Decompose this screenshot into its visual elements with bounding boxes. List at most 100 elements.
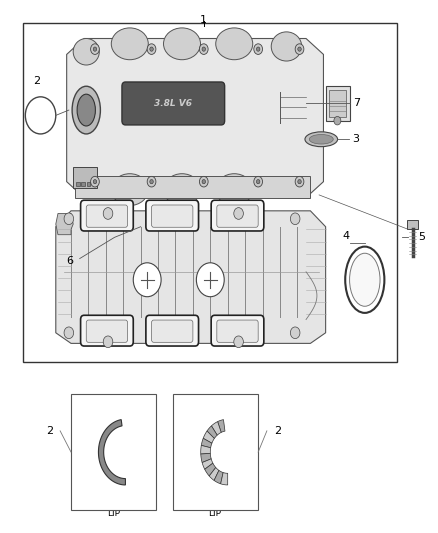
Circle shape xyxy=(334,116,341,125)
Circle shape xyxy=(256,47,260,51)
Bar xyxy=(71,394,156,511)
Polygon shape xyxy=(202,459,213,469)
Circle shape xyxy=(199,176,208,187)
Text: 2: 2 xyxy=(33,76,40,86)
Polygon shape xyxy=(99,419,125,485)
FancyBboxPatch shape xyxy=(122,82,225,125)
Circle shape xyxy=(103,336,113,348)
Polygon shape xyxy=(214,471,223,484)
Circle shape xyxy=(93,47,97,51)
Text: LIP: LIP xyxy=(208,510,221,518)
Text: 7: 7 xyxy=(353,98,360,108)
Circle shape xyxy=(295,176,304,187)
FancyBboxPatch shape xyxy=(86,205,127,227)
Circle shape xyxy=(290,213,300,224)
Circle shape xyxy=(202,47,205,51)
Circle shape xyxy=(298,180,301,184)
Ellipse shape xyxy=(73,38,99,65)
Text: 2: 2 xyxy=(274,426,281,436)
FancyBboxPatch shape xyxy=(211,200,264,231)
FancyBboxPatch shape xyxy=(217,205,258,227)
Polygon shape xyxy=(56,211,325,343)
FancyBboxPatch shape xyxy=(81,200,133,231)
Ellipse shape xyxy=(344,245,385,314)
Polygon shape xyxy=(201,446,211,454)
Circle shape xyxy=(150,47,153,51)
Circle shape xyxy=(64,213,74,224)
Bar xyxy=(328,91,346,117)
Bar xyxy=(87,182,90,187)
Ellipse shape xyxy=(111,28,148,60)
Ellipse shape xyxy=(345,247,385,313)
Bar xyxy=(76,182,80,187)
FancyBboxPatch shape xyxy=(146,316,198,346)
Polygon shape xyxy=(207,426,217,439)
Text: 3: 3 xyxy=(352,134,359,144)
Circle shape xyxy=(254,176,262,187)
Circle shape xyxy=(234,208,244,219)
Ellipse shape xyxy=(111,174,148,206)
Circle shape xyxy=(150,180,153,184)
FancyBboxPatch shape xyxy=(152,205,193,227)
Ellipse shape xyxy=(305,132,338,147)
Circle shape xyxy=(103,208,113,219)
Ellipse shape xyxy=(350,253,380,306)
Text: 1: 1 xyxy=(200,14,207,25)
Ellipse shape xyxy=(163,28,201,60)
FancyBboxPatch shape xyxy=(86,320,127,342)
Bar xyxy=(173,394,258,511)
Text: 5: 5 xyxy=(418,232,425,243)
Circle shape xyxy=(234,336,244,348)
Circle shape xyxy=(91,44,99,54)
Polygon shape xyxy=(209,467,219,480)
Ellipse shape xyxy=(77,94,95,126)
Text: FLUSH: FLUSH xyxy=(200,503,229,512)
Circle shape xyxy=(199,44,208,54)
Ellipse shape xyxy=(163,174,201,206)
Polygon shape xyxy=(212,422,221,435)
Circle shape xyxy=(254,44,262,54)
Circle shape xyxy=(147,44,156,54)
Circle shape xyxy=(93,180,97,184)
Circle shape xyxy=(290,327,300,338)
Circle shape xyxy=(25,97,56,134)
Bar xyxy=(325,86,350,120)
FancyBboxPatch shape xyxy=(81,316,133,346)
Bar xyxy=(73,167,97,188)
Polygon shape xyxy=(218,419,225,432)
Ellipse shape xyxy=(271,32,302,61)
Polygon shape xyxy=(221,473,228,485)
Polygon shape xyxy=(201,454,211,463)
Polygon shape xyxy=(67,38,323,198)
Circle shape xyxy=(91,176,99,187)
Ellipse shape xyxy=(309,134,333,144)
Text: 4: 4 xyxy=(343,231,350,241)
Polygon shape xyxy=(56,214,73,235)
Polygon shape xyxy=(201,438,212,448)
Text: 6: 6 xyxy=(66,256,73,266)
Circle shape xyxy=(295,44,304,54)
Ellipse shape xyxy=(216,28,253,60)
Circle shape xyxy=(196,263,224,297)
Circle shape xyxy=(256,180,260,184)
Circle shape xyxy=(64,327,74,338)
Circle shape xyxy=(202,180,205,184)
Text: 3.8L V6: 3.8L V6 xyxy=(154,99,192,108)
Text: RECESSED: RECESSED xyxy=(89,503,137,512)
Text: LIP: LIP xyxy=(107,510,120,518)
Polygon shape xyxy=(203,431,214,443)
Bar xyxy=(81,182,85,187)
Bar xyxy=(23,22,397,362)
Bar xyxy=(75,176,311,198)
Ellipse shape xyxy=(216,174,253,206)
Circle shape xyxy=(298,47,301,51)
FancyBboxPatch shape xyxy=(211,316,264,346)
Bar xyxy=(407,220,418,229)
FancyBboxPatch shape xyxy=(146,200,198,231)
Circle shape xyxy=(147,176,156,187)
Polygon shape xyxy=(205,463,216,476)
FancyBboxPatch shape xyxy=(152,320,193,342)
Circle shape xyxy=(133,263,161,297)
Ellipse shape xyxy=(72,86,100,134)
Text: 2: 2 xyxy=(46,426,53,436)
